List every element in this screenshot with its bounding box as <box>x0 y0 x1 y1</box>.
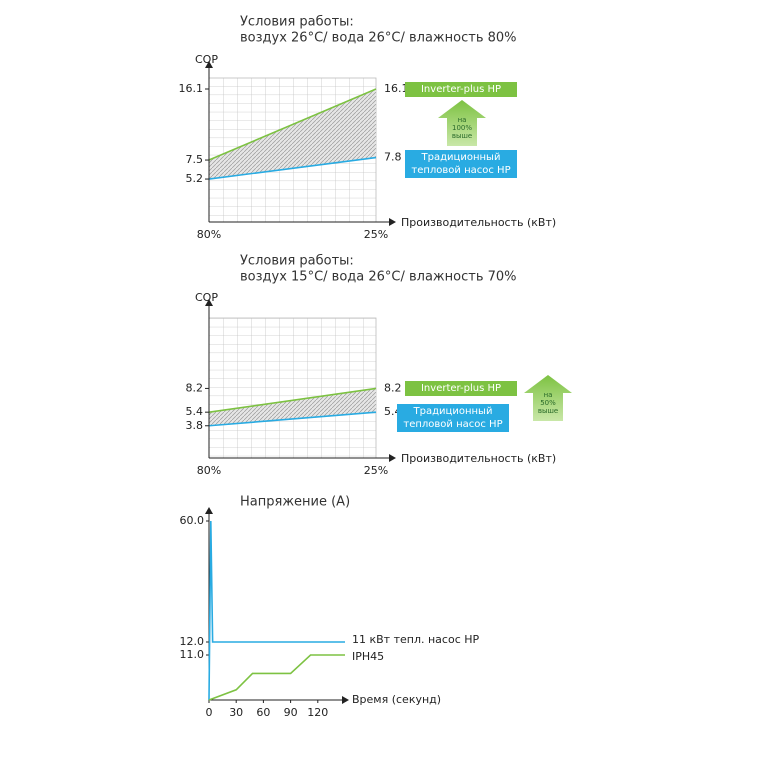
value-label: 7.8 <box>384 151 402 164</box>
legend-item: Inverter-plus HP <box>405 368 525 408</box>
x-tick-label: 30 <box>229 706 243 719</box>
difference-band <box>209 388 376 426</box>
x-axis-label: Время (секунд) <box>352 693 441 706</box>
y-tick-label: 12.0 <box>180 635 205 648</box>
x-tick-label: 25% <box>364 228 388 241</box>
chart-title: Напряжение (A) <box>240 495 350 510</box>
y-tick-label: 5.4 <box>186 405 204 418</box>
series-line <box>208 156 377 180</box>
chart-title: Условия работы: <box>240 254 354 269</box>
value-label: 16.1 <box>384 82 409 95</box>
badge: на 50% выше <box>537 391 559 415</box>
y-tick-label: 3.8 <box>186 419 204 432</box>
y-tick-label: 11.0 <box>180 648 205 661</box>
badge-text: на 50% выше <box>537 391 559 415</box>
y-tick-label: 60.0 <box>180 514 205 527</box>
series-line <box>208 520 345 701</box>
y-tick-label: 16.1 <box>179 82 204 95</box>
legend-label: Традиционный тепловой насос HP <box>405 149 517 178</box>
badge-arrow <box>438 100 486 146</box>
y-axis-label: COP <box>195 291 218 304</box>
chart-subtitle: воздух 26°C/ вода 26°C/ влажность 80% <box>240 31 517 46</box>
grid <box>208 317 377 459</box>
y-axis-label: COP <box>195 53 218 66</box>
legend-item: Традиционный тепловой насос HP <box>397 398 517 438</box>
legend-label: Традиционный тепловой насос HP <box>397 404 509 433</box>
x-tick-label: 0 <box>206 706 213 719</box>
x-axis-label: Производительность (кВт) <box>401 452 556 465</box>
x-tick-label: 25% <box>364 464 388 477</box>
series-line <box>208 411 377 427</box>
x-tick-label: 90 <box>284 706 298 719</box>
series-label: IPH45 <box>352 650 384 663</box>
series-line <box>208 88 377 161</box>
difference-band <box>209 89 376 180</box>
y-tick-label: 8.2 <box>186 381 204 394</box>
chart-subtitle: воздух 15°C/ вода 26°C/ влажность 70% <box>240 270 517 285</box>
series-line <box>208 654 345 701</box>
y-tick-label: 7.5 <box>186 153 204 166</box>
badge: на 100% выше <box>451 116 473 140</box>
series-label: 11 кВт тепл. насос HP <box>352 633 480 646</box>
chart-title: Условия работы: <box>240 15 354 30</box>
x-tick-label: 120 <box>307 706 328 719</box>
value-label: 8.2 <box>384 381 402 394</box>
badge-text: на 100% выше <box>451 116 473 140</box>
legend-item: Традиционный тепловой насос HP <box>405 144 525 184</box>
x-tick-label: 80% <box>197 464 221 477</box>
x-tick-label: 80% <box>197 228 221 241</box>
legend-box: Inverter-plus HP <box>405 69 525 109</box>
badge-arrow <box>524 375 572 421</box>
x-axis-label: Производительность (кВт) <box>401 216 556 229</box>
legend-label: Inverter-plus HP <box>405 380 517 396</box>
legend-label: Inverter-plus HP <box>405 81 517 97</box>
y-tick-label: 5.2 <box>186 172 204 185</box>
series-line <box>208 387 377 413</box>
legend-box: Традиционный тепловой насос HP <box>405 144 525 184</box>
legend-item: Inverter-plus HP <box>405 69 525 109</box>
legend-box: Традиционный тепловой насос HP <box>397 398 517 438</box>
x-tick-label: 60 <box>256 706 270 719</box>
legend-box: Inverter-plus HP <box>405 368 525 408</box>
